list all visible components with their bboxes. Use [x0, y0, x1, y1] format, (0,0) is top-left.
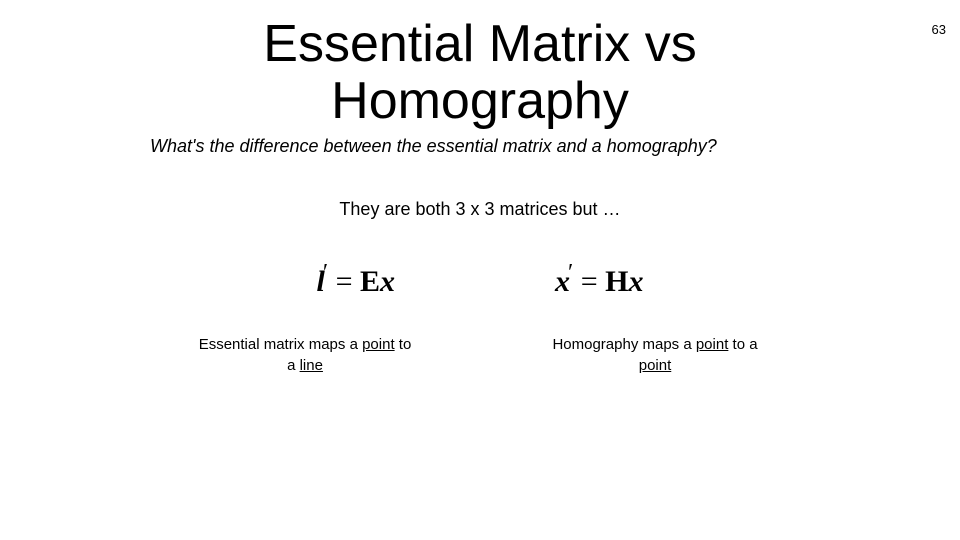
eq-right-rhs-var: x [629, 265, 644, 298]
slide-title: Essential Matrix vs Homography [0, 16, 960, 130]
caption-right: Homography maps a point to a point [545, 335, 765, 376]
slide: 63 Essential Matrix vs Homography What's… [0, 16, 960, 540]
caption-left-u2: line [300, 357, 323, 374]
caption-right-pre: Homography maps a [552, 336, 695, 353]
eq-left-matrix: E [360, 265, 380, 298]
page-number: 63 [932, 22, 946, 37]
subtitle: What's the difference between the essent… [150, 136, 960, 157]
caption-left: Essential matrix maps a point to a line [195, 335, 415, 376]
eq-right-eq: = [573, 265, 605, 298]
caption-left-pre: Essential matrix maps a [199, 336, 362, 353]
equation-left: l′ = Ex [316, 260, 395, 299]
equation-row: l′ = Ex x′ = Hx [0, 260, 960, 299]
caption-row: Essential matrix maps a point to a line … [0, 335, 960, 376]
eq-left-eq: = [328, 265, 360, 298]
caption-left-u1: point [362, 336, 395, 353]
eq-left-rhs-var: x [380, 265, 395, 298]
title-line-2: Homography [331, 72, 629, 130]
title-line-1: Essential Matrix vs [263, 15, 696, 73]
caption-right-mid: to a [728, 336, 757, 353]
caption-right-u1: point [696, 336, 729, 353]
body-line: They are both 3 x 3 matrices but … [0, 199, 960, 220]
eq-right-matrix: H [605, 265, 628, 298]
equation-right: x′ = Hx [555, 260, 644, 299]
caption-right-u2: point [639, 357, 672, 374]
